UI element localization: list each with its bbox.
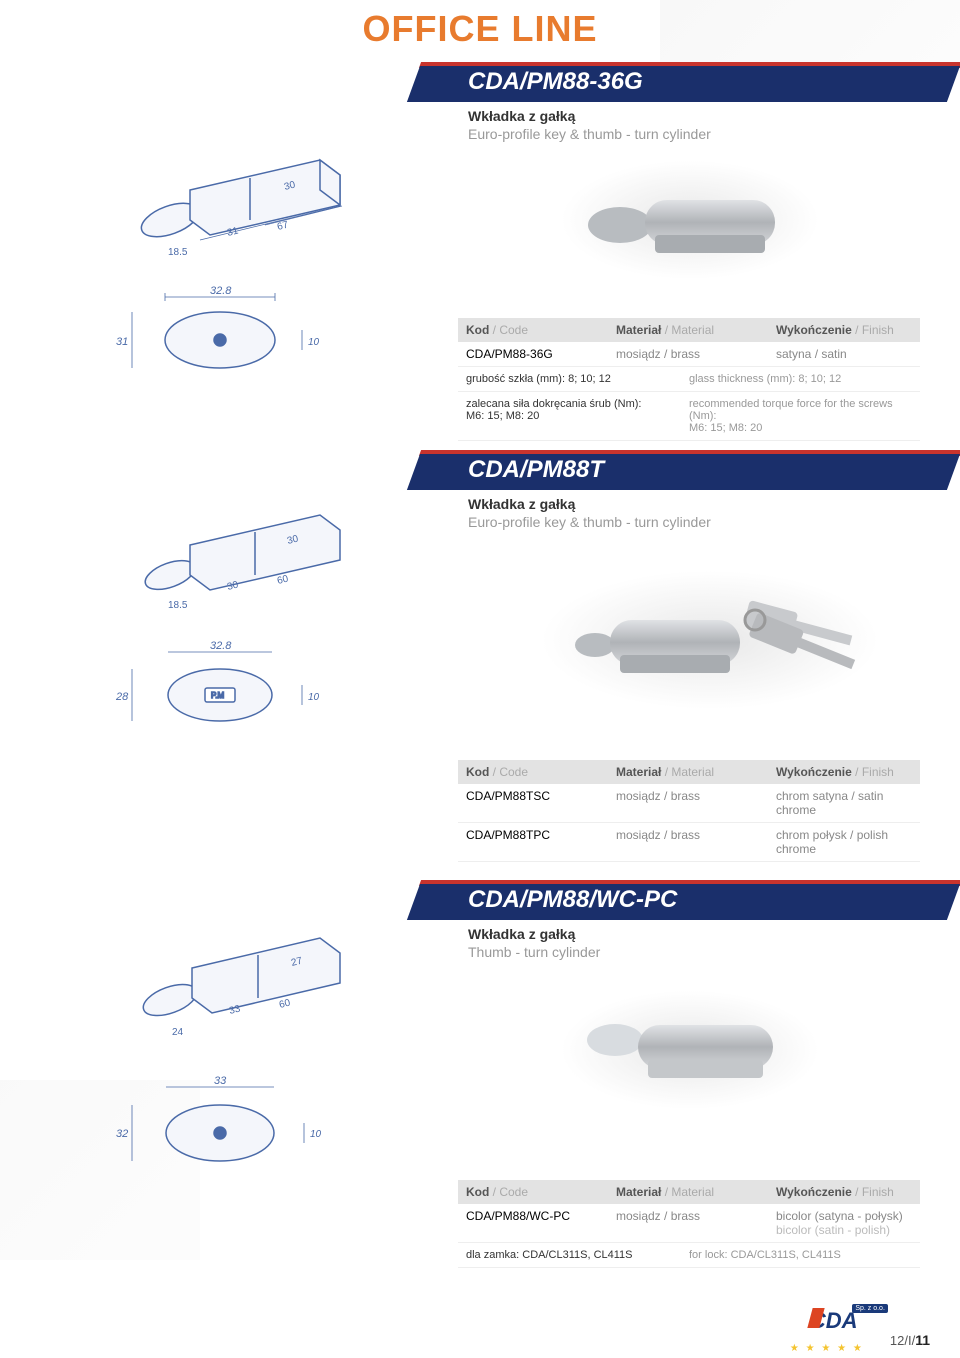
- product-1-name-pl: Wkładka z gałką: [468, 108, 711, 124]
- page-footer: ★ ★ ★ ★ ★ CDA Sp. z o.o. 12/I/11: [810, 1308, 930, 1348]
- svg-text:10: 10: [310, 1129, 322, 1140]
- svg-text:60: 60: [276, 573, 290, 586]
- product-1-drawing-iso: 30 31 67 18.5: [80, 130, 380, 270]
- table-row: CDA/PM88/WC-PC mosiądz / brass bicolor (…: [458, 1204, 920, 1243]
- brand-logo: ★ ★ ★ ★ ★ CDA Sp. z o.o.: [810, 1308, 880, 1348]
- product-1-drawing-front: 32.8 31 10: [90, 285, 370, 395]
- svg-text:18.5: 18.5: [168, 600, 188, 611]
- svg-text:60: 60: [278, 997, 292, 1010]
- product-1-code-title: CDA/PM88-36G: [468, 68, 643, 96]
- svg-text:24: 24: [172, 1027, 184, 1038]
- svg-text:31: 31: [116, 336, 128, 348]
- product-1-photo: [560, 160, 820, 280]
- page-number: 12/I/11: [890, 1332, 930, 1348]
- product-3-drawing-front: 33 32 10: [90, 1075, 370, 1190]
- svg-text:67: 67: [276, 219, 290, 232]
- product-2-subtitle: Wkładka z gałką Euro-profile key & thumb…: [468, 496, 711, 530]
- table-row: CDA/PM88TPC mosiądz / brass chrom połysk…: [458, 823, 920, 862]
- product-3-drawing-iso: 27 33 60 24: [100, 910, 380, 1050]
- product-1-spec-table: Kod / Code Materiał / Material Wykończen…: [458, 318, 920, 441]
- product-1-subtitle: Wkładka z gałką Euro-profile key & thumb…: [468, 108, 711, 142]
- table-row: CDA/PM88-36G mosiądz / brass satyna / sa…: [458, 342, 920, 367]
- product-2-drawing-front: P.M 32.8 28 10: [90, 640, 370, 750]
- product-3-code-title: CDA/PM88/WC-PC: [468, 886, 677, 914]
- svg-text:18.5: 18.5: [168, 247, 188, 258]
- svg-text:32.8: 32.8: [210, 285, 232, 297]
- product-2-photo: [540, 570, 880, 710]
- extra-row: grubość szkła (mm): 8; 10; 12 glass thic…: [458, 367, 920, 392]
- svg-text:P.M: P.M: [211, 691, 225, 700]
- product-3-subtitle: Wkładka z gałką Thumb - turn cylinder: [468, 926, 600, 960]
- product-3-spec-table: Kod / Code Materiał / Material Wykończen…: [458, 1180, 920, 1268]
- svg-text:33: 33: [214, 1075, 227, 1087]
- svg-text:32.8: 32.8: [210, 640, 232, 652]
- table-header: Kod / Code Materiał / Material Wykończen…: [458, 318, 920, 342]
- svg-text:32: 32: [116, 1128, 128, 1140]
- extra-row: dla zamka: CDA/CL311S, CL411S for lock: …: [458, 1243, 920, 1268]
- extra-row: zalecana siła dokręcania śrub (Nm): M6: …: [458, 392, 920, 441]
- svg-text:10: 10: [308, 692, 320, 703]
- table-header: Kod / Code Materiał / Material Wykończen…: [458, 760, 920, 784]
- product-1-name-en: Euro-profile key & thumb - turn cylinder: [468, 126, 711, 142]
- page-title: OFFICE LINE: [0, 8, 960, 50]
- table-header: Kod / Code Materiał / Material Wykończen…: [458, 1180, 920, 1204]
- svg-text:28: 28: [115, 691, 129, 703]
- product-2-code-title: CDA/PM88T: [468, 456, 604, 484]
- table-row: CDA/PM88TSC mosiądz / brass chrom satyna…: [458, 784, 920, 823]
- product-2-spec-table: Kod / Code Materiał / Material Wykończen…: [458, 760, 920, 862]
- svg-text:10: 10: [308, 337, 320, 348]
- product-2-drawing-iso: 30 30 60 18.5: [100, 490, 380, 620]
- product-3-photo: [560, 990, 820, 1110]
